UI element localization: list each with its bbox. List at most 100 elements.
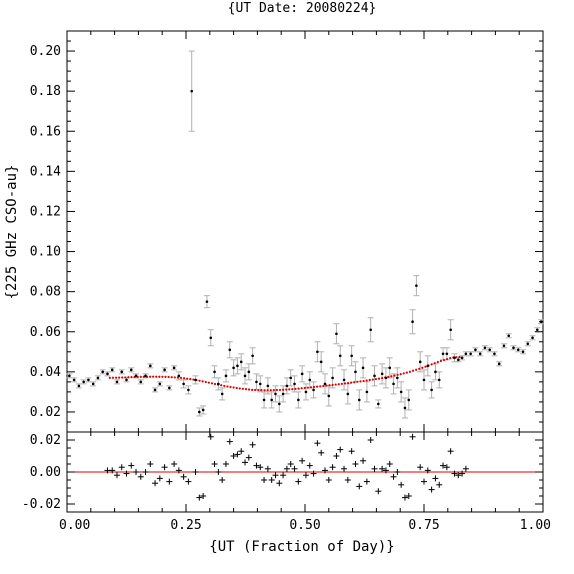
data-point <box>187 388 190 392</box>
data-point <box>478 352 482 356</box>
data-point <box>220 392 224 396</box>
data-point <box>460 356 464 360</box>
data-point <box>289 376 293 380</box>
fit-point <box>167 375 170 379</box>
data-point <box>297 398 300 402</box>
fit-point <box>449 357 452 360</box>
fit-point <box>232 386 235 389</box>
x-tick-labels: 0.00 0.25 0.50 0.75 1.00 <box>59 518 551 533</box>
fit-point <box>223 384 226 388</box>
residual-point <box>200 493 207 499</box>
fit-point <box>114 376 118 379</box>
residual-point <box>459 470 466 477</box>
residual-point <box>242 459 249 466</box>
residual-point <box>409 433 416 440</box>
fit-point <box>266 389 269 392</box>
residual-point <box>436 481 443 488</box>
x-tick-label: 0.25 <box>170 518 201 533</box>
data-point <box>327 394 331 398</box>
residual-point <box>137 473 144 480</box>
fit-point <box>288 388 291 391</box>
data-point <box>262 398 266 402</box>
data-point <box>483 346 487 350</box>
data-point <box>139 380 143 384</box>
residual-point <box>180 473 187 480</box>
residual-point <box>299 457 306 464</box>
data-point <box>274 392 277 396</box>
fit-point <box>118 376 121 379</box>
data-point <box>430 388 433 392</box>
data-point <box>201 408 205 412</box>
fit-point <box>235 386 238 390</box>
data-point <box>516 348 520 352</box>
residual-point <box>341 465 348 472</box>
fit-point <box>300 387 303 390</box>
fit-point <box>229 385 232 389</box>
residual-point <box>310 470 317 477</box>
data-point <box>411 320 414 324</box>
fit-point <box>439 359 442 363</box>
fit-point <box>430 363 433 366</box>
fit-point <box>260 389 263 392</box>
y-tick-label: 0.02 <box>30 405 61 420</box>
residual-point <box>382 467 389 474</box>
residual-point <box>302 472 309 479</box>
data-point <box>115 380 119 384</box>
data-point <box>357 398 361 402</box>
main-errorbars <box>66 50 545 419</box>
residual-point <box>295 478 302 485</box>
data-point <box>153 388 157 392</box>
fit-point <box>306 386 309 389</box>
data-point <box>277 402 281 406</box>
fit-point <box>291 388 294 391</box>
fit-point <box>139 375 142 378</box>
residual-panel: -0.02 0.00 0.02 0.00 0.25 0.50 0.75 1.00 {UT (… <box>22 431 551 555</box>
fit-point <box>238 387 241 390</box>
residual-point <box>123 470 130 477</box>
residual-point <box>238 448 245 455</box>
main-ticks <box>66 30 544 433</box>
data-point <box>168 386 171 390</box>
fit-point <box>455 356 458 359</box>
data-point <box>77 384 81 388</box>
residual-point <box>356 483 363 490</box>
x-tick-label: 1.00 <box>520 518 551 533</box>
data-point <box>236 364 239 368</box>
residual-point <box>280 472 287 479</box>
residual-ticks <box>66 431 544 513</box>
residual-point <box>264 465 271 472</box>
x-tick-label: 0.00 <box>59 518 90 533</box>
data-point <box>243 374 247 378</box>
residual-point <box>276 480 283 487</box>
data-point <box>106 372 109 376</box>
residual-point <box>390 473 397 480</box>
residual-point <box>401 494 408 501</box>
residual-point <box>283 465 290 472</box>
data-point <box>266 384 270 388</box>
fit-point <box>424 365 427 368</box>
fit-point <box>396 373 399 377</box>
residual-point <box>379 465 386 472</box>
fit-point <box>111 376 115 379</box>
data-point <box>96 376 100 380</box>
residual-point <box>451 470 458 477</box>
residual-point <box>367 437 374 443</box>
fit-point <box>257 388 260 392</box>
data-point <box>407 398 411 402</box>
residual-point <box>171 461 178 467</box>
fit-point <box>381 376 384 380</box>
data-point <box>512 346 515 350</box>
fit-point <box>436 360 439 364</box>
residual-point <box>462 465 469 472</box>
x-axis-label: {UT (Fraction of Day)} <box>209 539 394 555</box>
main-data-points <box>68 89 543 414</box>
residual-point <box>147 461 154 467</box>
data-point <box>120 370 124 374</box>
residual-point <box>432 475 439 482</box>
fit-point <box>362 379 365 383</box>
fit-point <box>343 382 347 385</box>
data-point <box>281 392 285 396</box>
data-point <box>453 356 456 360</box>
data-point <box>373 374 376 378</box>
residual-point <box>371 465 378 472</box>
